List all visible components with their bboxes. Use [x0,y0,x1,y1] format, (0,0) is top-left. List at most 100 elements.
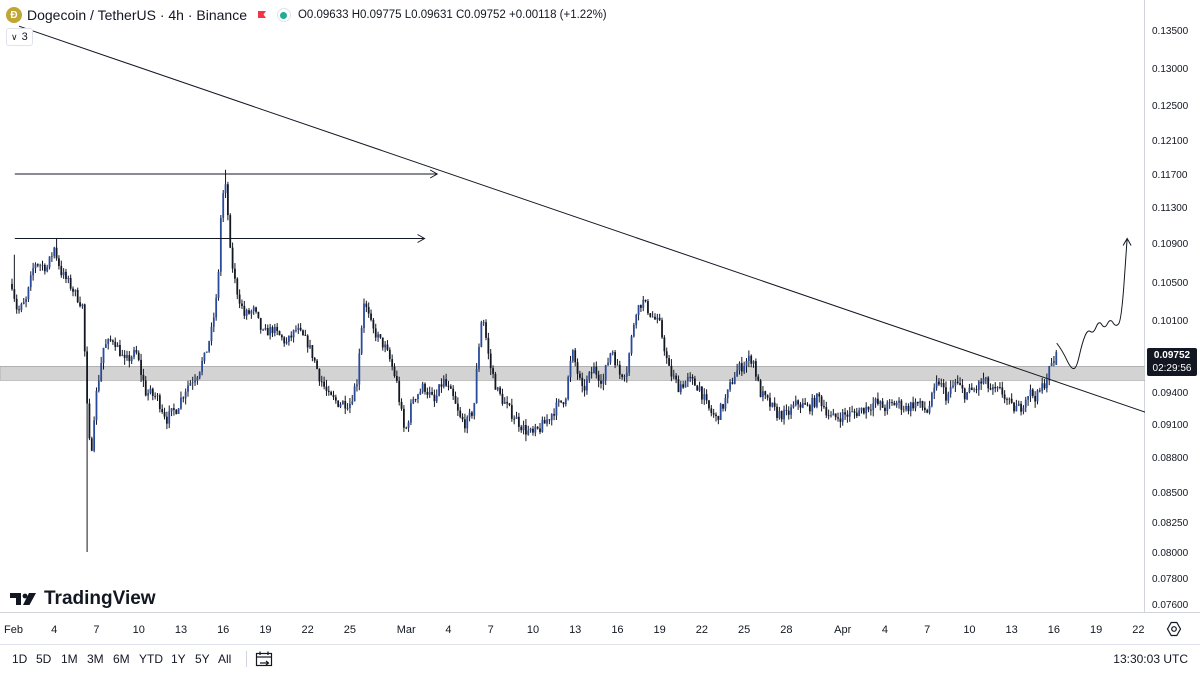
candle [126,350,128,361]
chart-area[interactable]: Ð Dogecoin / TetherUS · 4h · Binance O0.… [0,0,1145,612]
projection-path[interactable] [1056,238,1128,370]
market-status-icon [276,8,291,22]
candle [553,408,555,421]
candle [234,263,236,284]
candle [792,401,795,409]
support-zone[interactable] [0,366,1145,381]
candle [783,405,785,425]
candle [330,390,333,396]
candle [658,313,661,321]
candle [712,408,715,418]
candle [276,323,279,336]
timeframe-button-1m[interactable]: 1M [61,652,78,666]
candle [140,353,142,382]
candle [895,400,898,408]
candle [867,406,870,413]
candle [205,351,208,353]
candle [769,392,771,411]
candle [816,393,818,409]
utc-clock[interactable]: 13:30:03 UTC [1113,652,1188,666]
tradingview-logo[interactable]: TradingView [10,588,156,610]
candle [1017,400,1020,407]
candle [325,379,328,396]
candle [264,324,267,331]
timeframe-button-5y[interactable]: 5Y [195,652,210,666]
candle [58,255,60,270]
price-axis[interactable]: 0.13500 0.13000 0.12500 0.12100 0.11700 0.113… [1146,0,1200,612]
candle [50,252,53,262]
candle [766,394,769,401]
candle [184,388,187,405]
candle [930,391,933,408]
candle [201,357,203,376]
candle [215,294,218,321]
candle [499,386,502,396]
trendline[interactable] [18,25,1145,422]
candle [386,340,389,351]
candle [163,407,166,420]
candle [994,382,997,393]
candle [705,389,708,404]
candle [116,342,119,348]
candle [1013,401,1015,414]
candle [445,373,448,388]
timeframe-button-1d[interactable]: 1D [12,652,28,666]
candle [22,298,25,305]
time-tick-label: 16 [611,624,623,636]
candle [546,414,548,427]
timeframe-button-6m[interactable]: 6M [113,652,130,666]
candle [241,299,243,309]
candle [97,374,100,393]
candle [222,189,225,222]
price-tick-label: 0.08500 [1152,488,1189,499]
time-axis[interactable]: Feb 4 7 10 13 16 19 22 25 Mar 4 7 10 13 16 19 22 25 28 Apr 4… [0,612,1200,644]
candle [398,376,401,406]
candle [900,399,903,415]
price-chart[interactable] [0,0,1145,612]
flag-icon[interactable] [257,10,267,20]
candle [210,322,213,346]
candle [417,393,419,404]
time-tick-label: 22 [302,624,314,636]
candle [90,436,93,452]
candle [271,325,274,338]
candle [956,375,959,385]
candle [426,387,429,399]
timeframe-button-1y[interactable]: 1Y [171,652,186,666]
calendar-icon[interactable] [255,651,273,667]
candle [689,372,692,383]
candle [977,380,980,396]
timeframe-button-ytd[interactable]: YTD [139,652,163,666]
tradingview-logo-icon [10,593,36,605]
candle [663,335,666,356]
price-tick-label: 0.12100 [1152,136,1189,147]
chart-legend: Ð Dogecoin / TetherUS · 4h · Binance O0.… [6,5,607,25]
candle [1010,393,1013,404]
time-tick-label: 19 [259,624,271,636]
candle [496,386,499,392]
candle [508,402,511,407]
time-tick-label: 19 [654,624,666,636]
time-tick-label: 16 [217,624,229,636]
symbol-title[interactable]: Dogecoin / TetherUS · 4h · Binance [27,7,247,23]
candle [135,345,138,355]
candle [1031,388,1034,399]
high-value: H0.09775 [351,9,402,21]
candle [112,339,114,345]
candle [710,405,713,417]
candle [67,275,70,284]
candle [424,382,426,395]
settings-icon[interactable] [1166,621,1182,637]
timeframe-button-3m[interactable]: 3M [87,652,104,666]
price-tick-label: 0.13000 [1152,64,1189,75]
indicators-toggle[interactable]: ∨ 3 [6,28,33,46]
candle [449,384,452,389]
candle [285,337,288,345]
timeframe-button-5d[interactable]: 5D [36,652,52,666]
price-tick-label: 0.11700 [1152,170,1188,181]
projection-arrowhead [1122,237,1132,246]
candle [43,263,46,275]
timeframe-button-all[interactable]: All [218,652,232,666]
candle [501,388,504,406]
candle [569,355,572,382]
